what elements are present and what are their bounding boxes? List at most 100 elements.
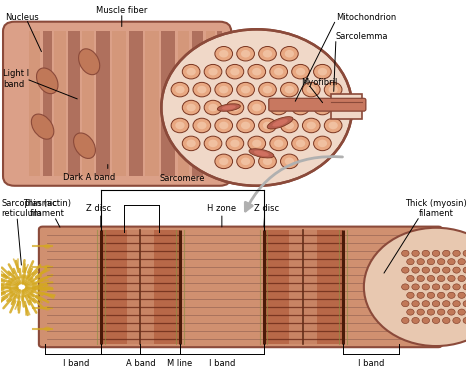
Circle shape bbox=[318, 139, 327, 147]
Circle shape bbox=[443, 284, 450, 290]
Circle shape bbox=[226, 100, 244, 115]
Circle shape bbox=[453, 250, 460, 256]
Circle shape bbox=[259, 154, 276, 169]
Circle shape bbox=[314, 100, 331, 115]
Circle shape bbox=[237, 46, 255, 61]
Circle shape bbox=[182, 136, 200, 151]
FancyBboxPatch shape bbox=[269, 98, 366, 111]
Circle shape bbox=[252, 104, 262, 111]
Bar bbox=[68, 31, 80, 176]
Circle shape bbox=[468, 259, 474, 265]
Circle shape bbox=[241, 86, 250, 93]
Circle shape bbox=[171, 82, 189, 97]
Circle shape bbox=[443, 267, 450, 273]
Circle shape bbox=[209, 104, 218, 111]
Circle shape bbox=[292, 100, 310, 115]
Circle shape bbox=[453, 284, 460, 290]
Text: Dark A band: Dark A band bbox=[63, 173, 115, 182]
Circle shape bbox=[182, 64, 200, 79]
Circle shape bbox=[230, 139, 239, 147]
Circle shape bbox=[407, 275, 414, 282]
Circle shape bbox=[241, 50, 250, 57]
Circle shape bbox=[263, 86, 272, 93]
Ellipse shape bbox=[44, 265, 51, 269]
Circle shape bbox=[458, 275, 465, 282]
Circle shape bbox=[175, 86, 184, 93]
Ellipse shape bbox=[44, 306, 51, 311]
Circle shape bbox=[263, 122, 272, 129]
Circle shape bbox=[438, 275, 445, 282]
Circle shape bbox=[412, 301, 419, 307]
Circle shape bbox=[412, 250, 419, 256]
Circle shape bbox=[186, 139, 196, 147]
Text: Nucleus: Nucleus bbox=[5, 13, 39, 22]
Text: Muscle fiber: Muscle fiber bbox=[96, 6, 147, 15]
Circle shape bbox=[438, 292, 445, 298]
Circle shape bbox=[226, 136, 244, 151]
Circle shape bbox=[468, 275, 474, 282]
Ellipse shape bbox=[44, 244, 51, 249]
Bar bbox=[54, 31, 66, 176]
Circle shape bbox=[318, 104, 327, 111]
Ellipse shape bbox=[249, 149, 274, 158]
Circle shape bbox=[230, 68, 239, 75]
Circle shape bbox=[432, 301, 440, 307]
Circle shape bbox=[401, 318, 409, 324]
Ellipse shape bbox=[44, 327, 51, 331]
Circle shape bbox=[193, 82, 210, 97]
Circle shape bbox=[447, 292, 455, 298]
Circle shape bbox=[215, 154, 233, 169]
Text: I band: I band bbox=[63, 359, 89, 368]
Circle shape bbox=[292, 136, 310, 151]
Bar bbox=[96, 31, 110, 176]
Bar bbox=[82, 31, 94, 176]
Circle shape bbox=[270, 136, 288, 151]
Circle shape bbox=[422, 301, 429, 307]
Circle shape bbox=[453, 267, 460, 273]
Bar bbox=[264, 230, 343, 344]
Circle shape bbox=[412, 267, 419, 273]
Text: Thick (myosin)
filament: Thick (myosin) filament bbox=[405, 199, 467, 218]
Circle shape bbox=[161, 29, 352, 186]
Circle shape bbox=[219, 122, 228, 129]
Circle shape bbox=[427, 275, 435, 282]
Circle shape bbox=[468, 309, 474, 315]
Circle shape bbox=[259, 118, 276, 133]
Text: Sarcolemma: Sarcolemma bbox=[336, 33, 388, 41]
Circle shape bbox=[281, 46, 298, 61]
Circle shape bbox=[263, 157, 272, 165]
Circle shape bbox=[458, 309, 465, 315]
Circle shape bbox=[263, 50, 272, 57]
Text: Myofibril: Myofibril bbox=[301, 78, 337, 87]
Ellipse shape bbox=[218, 104, 240, 111]
Circle shape bbox=[270, 100, 288, 115]
Ellipse shape bbox=[79, 49, 100, 75]
Text: I band: I band bbox=[358, 359, 384, 368]
Circle shape bbox=[453, 301, 460, 307]
Circle shape bbox=[197, 86, 207, 93]
Circle shape bbox=[412, 318, 419, 324]
Circle shape bbox=[463, 250, 471, 256]
Ellipse shape bbox=[36, 68, 58, 94]
Circle shape bbox=[281, 82, 298, 97]
Circle shape bbox=[401, 250, 409, 256]
FancyBboxPatch shape bbox=[3, 22, 231, 186]
Circle shape bbox=[443, 301, 450, 307]
Circle shape bbox=[422, 318, 429, 324]
Circle shape bbox=[248, 64, 265, 79]
Circle shape bbox=[314, 136, 331, 151]
Text: H zone: H zone bbox=[207, 204, 237, 213]
Circle shape bbox=[328, 122, 338, 129]
Circle shape bbox=[427, 309, 435, 315]
Circle shape bbox=[281, 118, 298, 133]
Circle shape bbox=[432, 250, 440, 256]
Circle shape bbox=[463, 267, 471, 273]
Circle shape bbox=[204, 136, 222, 151]
Bar bbox=[43, 31, 52, 176]
Circle shape bbox=[219, 86, 228, 93]
Circle shape bbox=[296, 104, 305, 111]
Circle shape bbox=[252, 68, 262, 75]
Circle shape bbox=[443, 250, 450, 256]
Bar bbox=[112, 31, 127, 176]
Circle shape bbox=[438, 309, 445, 315]
